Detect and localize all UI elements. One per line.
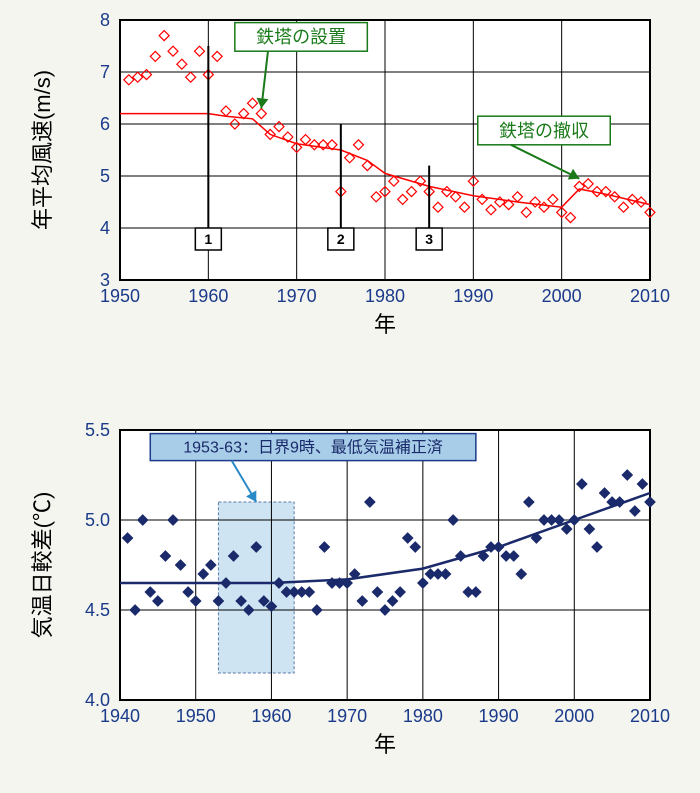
wind-chart-xtick-label: 1990 — [453, 286, 493, 306]
wind-chart-xtick-label: 2000 — [542, 286, 582, 306]
temp-chart-xtick-label: 2010 — [630, 706, 670, 726]
wind-chart-xtick-label: 2010 — [630, 286, 670, 306]
wind-chart-ytick-label: 8 — [100, 10, 110, 30]
temp-chart-xlabel: 年 — [374, 732, 396, 757]
wind-chart-annotation-text-tower-remove: 鉄塔の撤収 — [499, 121, 589, 141]
temp-chart-xtick-label: 1970 — [327, 706, 367, 726]
wind-chart-xtick-label: 1970 — [277, 286, 317, 306]
wind-chart-event-label: 1 — [204, 231, 212, 247]
temp-chart-highlight-band — [218, 502, 294, 673]
temp-chart-ytick-label: 4.0 — [85, 690, 110, 710]
wind-chart-ylabel: 年平均風速(m/s) — [30, 70, 55, 230]
temp-chart-xtick-label: 1990 — [479, 706, 519, 726]
wind-chart-ytick-label: 5 — [100, 166, 110, 186]
wind-chart-xtick-label: 1960 — [188, 286, 228, 306]
temp-chart-ytick-label: 5.0 — [85, 510, 110, 530]
wind-chart-annotation-text-tower-install: 鉄塔の設置 — [256, 27, 346, 47]
wind-chart-ytick-label: 6 — [100, 114, 110, 134]
wind-chart-ytick-label: 4 — [100, 218, 110, 238]
wind-chart-event-label: 2 — [337, 231, 345, 247]
temp-chart-ytick-label: 5.5 — [85, 420, 110, 440]
temp-chart-ytick-label: 4.5 — [85, 600, 110, 620]
page: 1950 1960 1970 1980 1990 2000 2010 3 4 5 6 7 8 1 2 3 鉄塔の… — [0, 0, 700, 793]
wind-chart-ytick-label: 3 — [100, 270, 110, 290]
temp-chart-xtick-label: 1960 — [251, 706, 291, 726]
temp-chart-xtick-label: 2000 — [554, 706, 594, 726]
wind-chart-xtick-label: 1980 — [365, 286, 405, 306]
temp-chart-ylabel: 気温日較差(℃) — [30, 492, 55, 639]
wind-chart-ytick-label: 7 — [100, 62, 110, 82]
wind-chart-event-label: 3 — [425, 231, 433, 247]
temp-chart-xtick-label: 1950 — [176, 706, 216, 726]
charts-svg: 1950 1960 1970 1980 1990 2000 2010 3 4 5 6 7 8 1 2 3 鉄塔の… — [0, 0, 700, 793]
temp-chart-bg — [120, 430, 650, 700]
temp-chart-xtick-label: 1980 — [403, 706, 443, 726]
temp-chart-annotation-text-correction-note: 1953-63：日界9時、最低気温補正済 — [183, 439, 443, 457]
wind-chart-xlabel: 年 — [374, 312, 396, 337]
